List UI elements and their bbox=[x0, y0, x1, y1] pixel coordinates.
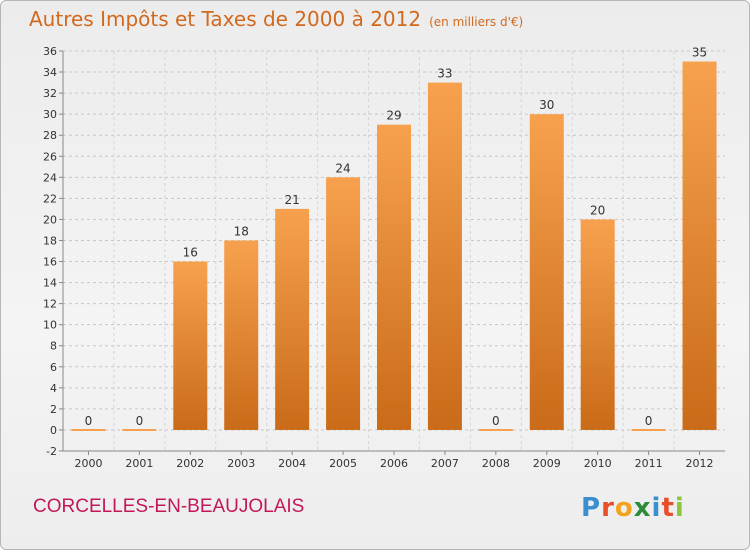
title-text: Autres Impôts et Taxes de 2000 à 2012 bbox=[29, 7, 422, 31]
commune-name: CORCELLES-EN-BEAUJOLAIS bbox=[33, 496, 305, 517]
y-tick-label: -2 bbox=[46, 445, 57, 458]
data-label: 29 bbox=[386, 109, 401, 123]
y-tick-label: 12 bbox=[43, 298, 57, 311]
axes bbox=[59, 50, 725, 455]
y-tick-label: 36 bbox=[43, 45, 57, 58]
y-tick-label: 24 bbox=[43, 171, 57, 184]
bar bbox=[224, 240, 259, 430]
data-label: 33 bbox=[437, 67, 452, 81]
data-labels: 0 0 16 18 21 24 29 33 0 30 20 0 35 bbox=[85, 46, 708, 428]
x-tick-label: 2007 bbox=[431, 457, 459, 470]
y-tick-label: 34 bbox=[43, 66, 57, 79]
x-tick-label: 2004 bbox=[278, 457, 306, 470]
y-tick-label: 28 bbox=[43, 129, 57, 142]
y-tick-label: 20 bbox=[43, 213, 57, 226]
x-tick-label: 2001 bbox=[125, 457, 153, 470]
data-label: 0 bbox=[492, 414, 500, 428]
proxiti-logo: Proxiti bbox=[581, 493, 685, 523]
x-tick-label: 2011 bbox=[635, 457, 663, 470]
data-label: 0 bbox=[85, 414, 93, 428]
unit-subtitle: (en milliers d'€) bbox=[429, 15, 524, 29]
y-tick-label: 26 bbox=[43, 150, 57, 163]
x-tick-label: 2006 bbox=[380, 457, 408, 470]
bar bbox=[682, 61, 717, 430]
bar bbox=[529, 114, 564, 430]
x-tick-label: 2005 bbox=[329, 457, 357, 470]
data-label: 24 bbox=[335, 161, 350, 175]
y-tick-label: 30 bbox=[43, 108, 57, 121]
x-tick-label: 2012 bbox=[686, 457, 714, 470]
bar bbox=[173, 261, 208, 430]
y-tick-label: 8 bbox=[50, 340, 57, 353]
y-tick-label: 22 bbox=[43, 192, 57, 205]
data-label: 20 bbox=[590, 203, 605, 217]
y-tick-label: 32 bbox=[43, 87, 57, 100]
data-label: 35 bbox=[692, 46, 707, 60]
bar bbox=[275, 208, 310, 430]
bar bbox=[377, 124, 411, 430]
data-label: 21 bbox=[285, 193, 300, 207]
y-tick-label: 10 bbox=[43, 319, 57, 332]
bar bbox=[427, 82, 462, 430]
data-label: 0 bbox=[136, 414, 144, 428]
x-tick-label: 2000 bbox=[74, 457, 102, 470]
bar bbox=[580, 219, 615, 430]
y-tick-label: 14 bbox=[43, 277, 57, 290]
data-label: 30 bbox=[539, 98, 554, 112]
y-tick-label: 0 bbox=[50, 424, 57, 437]
x-tick-label: 2008 bbox=[482, 457, 510, 470]
y-tick-label: 4 bbox=[50, 382, 57, 395]
y-tick-label: 18 bbox=[43, 234, 57, 247]
svg-text:Proxiti: Proxiti bbox=[581, 493, 685, 523]
chart-title: Autres Impôts et Taxes de 2000 à 2012 (en… bbox=[29, 7, 523, 31]
bars bbox=[71, 61, 717, 431]
y-tick-label: 6 bbox=[50, 361, 57, 374]
data-label: 18 bbox=[234, 224, 249, 238]
x-tick-label: 2002 bbox=[176, 457, 204, 470]
y-tick-label: 16 bbox=[43, 256, 57, 269]
x-tick-label: 2003 bbox=[227, 457, 255, 470]
y-tick-label: 2 bbox=[50, 403, 57, 416]
bar bbox=[326, 177, 361, 430]
x-tick-label: 2010 bbox=[584, 457, 612, 470]
data-label: 16 bbox=[183, 246, 198, 260]
data-label: 0 bbox=[645, 414, 653, 428]
x-tick-label: 2009 bbox=[533, 457, 561, 470]
